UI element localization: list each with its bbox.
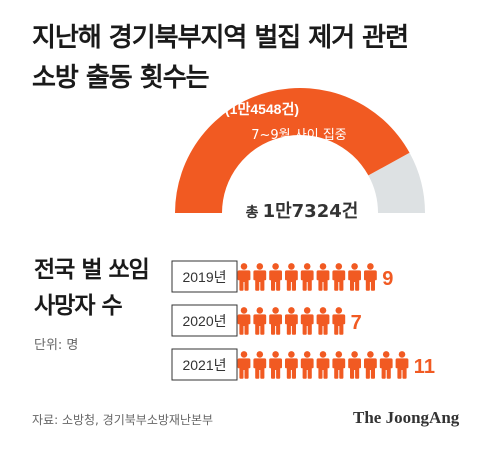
person-icon (269, 351, 282, 379)
pictogram-rows: 2019년 9 2020년 7 2021년 11 (171, 260, 435, 381)
brand-logo: The JoongAng (353, 408, 460, 427)
person-icon (269, 307, 282, 335)
section-title: 전국 벌 쏘임 사망자 수 (34, 252, 150, 324)
count-label: 7 (351, 312, 362, 334)
gauge-total-label: 1만7324건 (263, 201, 359, 222)
person-icon (237, 351, 251, 379)
person-icon (253, 263, 267, 291)
person-icon (300, 263, 314, 291)
person-icon (237, 263, 251, 291)
gauge-percent-label: 84% (181, 96, 223, 119)
year-label: 2021년 (182, 357, 226, 373)
title-line-2: 소방 출동 횟수는 (32, 63, 210, 93)
pictogram-row: 2019년 9 (171, 260, 393, 293)
gauge-period-label: 7~9월 사이 집중 (251, 128, 347, 143)
person-icon (395, 351, 409, 379)
section-title-line-1: 전국 벌 쏘임 (34, 257, 150, 283)
person-icon (316, 307, 330, 335)
count-label: 9 (382, 268, 393, 290)
person-icon (269, 263, 282, 291)
person-icon (332, 307, 346, 335)
section-title-line-2: 사망자 수 (34, 293, 123, 319)
person-icon (253, 351, 267, 379)
gauge-remainder-arc (368, 152, 425, 213)
person-icon (364, 263, 377, 291)
year-box (171, 260, 238, 293)
chart-title: 지난해 경기북부지역 벌집 제거 관련 소방 출동 횟수는 (32, 18, 409, 98)
year-label: 2020년 (182, 313, 226, 329)
person-icon (300, 307, 314, 335)
person-icon (285, 263, 298, 291)
person-icon (316, 263, 330, 291)
person-icon (332, 351, 346, 379)
gauge-count-label: (1만4548건) (225, 101, 299, 117)
unit-label: 단위: 명 (34, 338, 79, 353)
person-icon (285, 307, 298, 335)
person-icon (316, 351, 330, 379)
person-icon (285, 351, 298, 379)
person-icon (237, 307, 251, 335)
title-line-1: 지난해 경기북부지역 벌집 제거 관련 (32, 23, 409, 53)
year-box (171, 304, 238, 337)
gauge-chart: 84% (1만4548건) 7~9월 사이 집중 총 1만7324건 (175, 87, 425, 222)
year-box (171, 348, 238, 381)
pictogram-row: 2020년 7 (171, 304, 362, 337)
year-label: 2019년 (182, 269, 226, 285)
gauge-total-prefix: 총 (246, 205, 259, 221)
person-icon (300, 351, 314, 379)
source-note: 자료: 소방청, 경기북부소방재난본부 (32, 413, 214, 427)
count-label: 11 (414, 356, 435, 378)
pictogram-row: 2021년 11 (171, 348, 435, 381)
svg-text:84%(1만4548건): 84% (1만4548건) (181, 96, 299, 119)
person-icon (364, 351, 377, 379)
person-icon (348, 351, 361, 379)
person-icon (348, 263, 361, 291)
person-icon (379, 351, 393, 379)
gauge-share-arc (175, 87, 410, 213)
person-icon (332, 263, 346, 291)
person-icon (253, 307, 267, 335)
